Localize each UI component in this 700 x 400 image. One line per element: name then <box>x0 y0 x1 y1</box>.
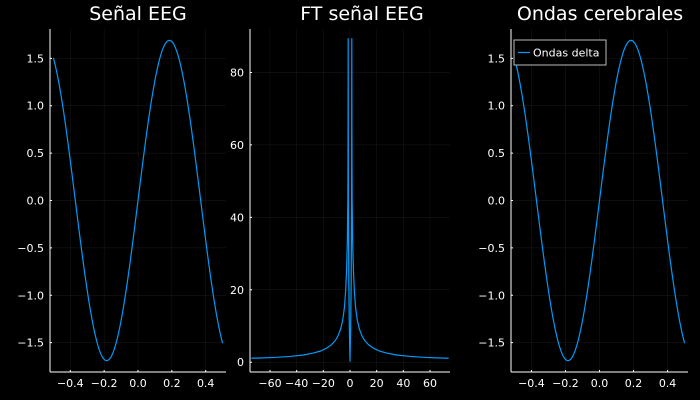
y-tick-label: −1.5 <box>478 337 505 350</box>
tick-labels: −0.4 −0.2 0.0 0.2 0.4 −1.5 −1.0 −0.5 0.0 0.5 1.0 1.… <box>17 52 214 390</box>
axes-frame <box>49 29 226 373</box>
axes-frame <box>510 29 688 373</box>
x-tick-label: 0.4 <box>197 377 215 390</box>
x-tick-label: 60 <box>423 377 437 390</box>
grid <box>511 29 688 372</box>
x-tick-label: 20 <box>370 377 384 390</box>
x-tick-label: 0 <box>347 377 354 390</box>
y-tick-label: 1.5 <box>488 52 506 65</box>
grid <box>50 29 226 372</box>
y-tick-label: −1.5 <box>17 337 44 350</box>
panel-title: Ondas cerebrales <box>517 3 683 25</box>
x-tick-label: 0.0 <box>129 377 147 390</box>
x-tick-label: 40 <box>396 377 410 390</box>
tick-labels: −60 −40 −20 0 20 40 60 0 20 40 60 80 <box>230 66 437 390</box>
series-line <box>52 39 224 362</box>
y-tick-label: −0.5 <box>17 242 44 255</box>
x-tick-label: 0.2 <box>163 377 181 390</box>
panel-ft-senal-eeg: FT señal EEG −60 −40 −20 0 20 40 60 0 20 40 60 80 <box>230 3 450 390</box>
panel-senal-eeg: Señal EEG −0.4 −0.2 0.0 0.2 0.4 −1.5 −1.0 −0.5 0… <box>17 3 226 390</box>
x-tick-label: −60 <box>258 377 281 390</box>
y-tick-label: 60 <box>230 139 244 152</box>
series-line <box>513 39 686 362</box>
x-tick-label: −0.4 <box>518 377 545 390</box>
y-tick-label: 40 <box>230 211 244 224</box>
series-lines <box>513 39 686 362</box>
y-tick-label: 20 <box>230 284 244 297</box>
y-tick-label: 0.0 <box>488 195 506 208</box>
series-lines <box>52 39 224 362</box>
y-tick-label: 0.5 <box>488 147 506 160</box>
y-tick-label: 0.5 <box>27 147 45 160</box>
y-tick-label: −1.0 <box>478 289 505 302</box>
grid <box>250 29 450 372</box>
panel-title: Señal EEG <box>89 3 187 25</box>
legend-label-ondas-delta: Ondas delta <box>533 47 599 60</box>
series-line <box>251 38 449 362</box>
y-tick-label: −1.0 <box>17 289 44 302</box>
x-tick-label: 0.2 <box>625 377 643 390</box>
y-tick-label: 0.0 <box>27 195 45 208</box>
x-tick-label: −0.2 <box>552 377 579 390</box>
panel-title: FT señal EEG <box>300 3 424 25</box>
y-tick-label: 1.5 <box>27 52 45 65</box>
x-tick-label: 0.0 <box>591 377 609 390</box>
tick-labels: −0.4 −0.2 0.0 0.2 0.4 −1.5 −1.0 −0.5 0.0 0.5 1.0 1.… <box>478 52 676 390</box>
x-tick-label: −20 <box>312 377 335 390</box>
x-tick-label: −0.4 <box>57 377 84 390</box>
legend: Ondas delta <box>513 39 607 66</box>
x-tick-label: −40 <box>285 377 308 390</box>
y-tick-label: 1.0 <box>488 100 506 113</box>
x-tick-label: 0.4 <box>659 377 677 390</box>
panel-ondas-cerebrales: Ondas cerebrales −0.4 −0.2 0.0 0.2 0.4 −1.5 −1… <box>478 3 688 390</box>
axes-frame <box>249 29 450 373</box>
y-tick-label: 0 <box>237 356 244 369</box>
series-lines <box>251 38 449 362</box>
y-tick-label: 1.0 <box>27 100 45 113</box>
x-tick-label: −0.2 <box>91 377 118 390</box>
y-tick-label: −0.5 <box>478 242 505 255</box>
y-tick-label: 80 <box>230 66 244 79</box>
